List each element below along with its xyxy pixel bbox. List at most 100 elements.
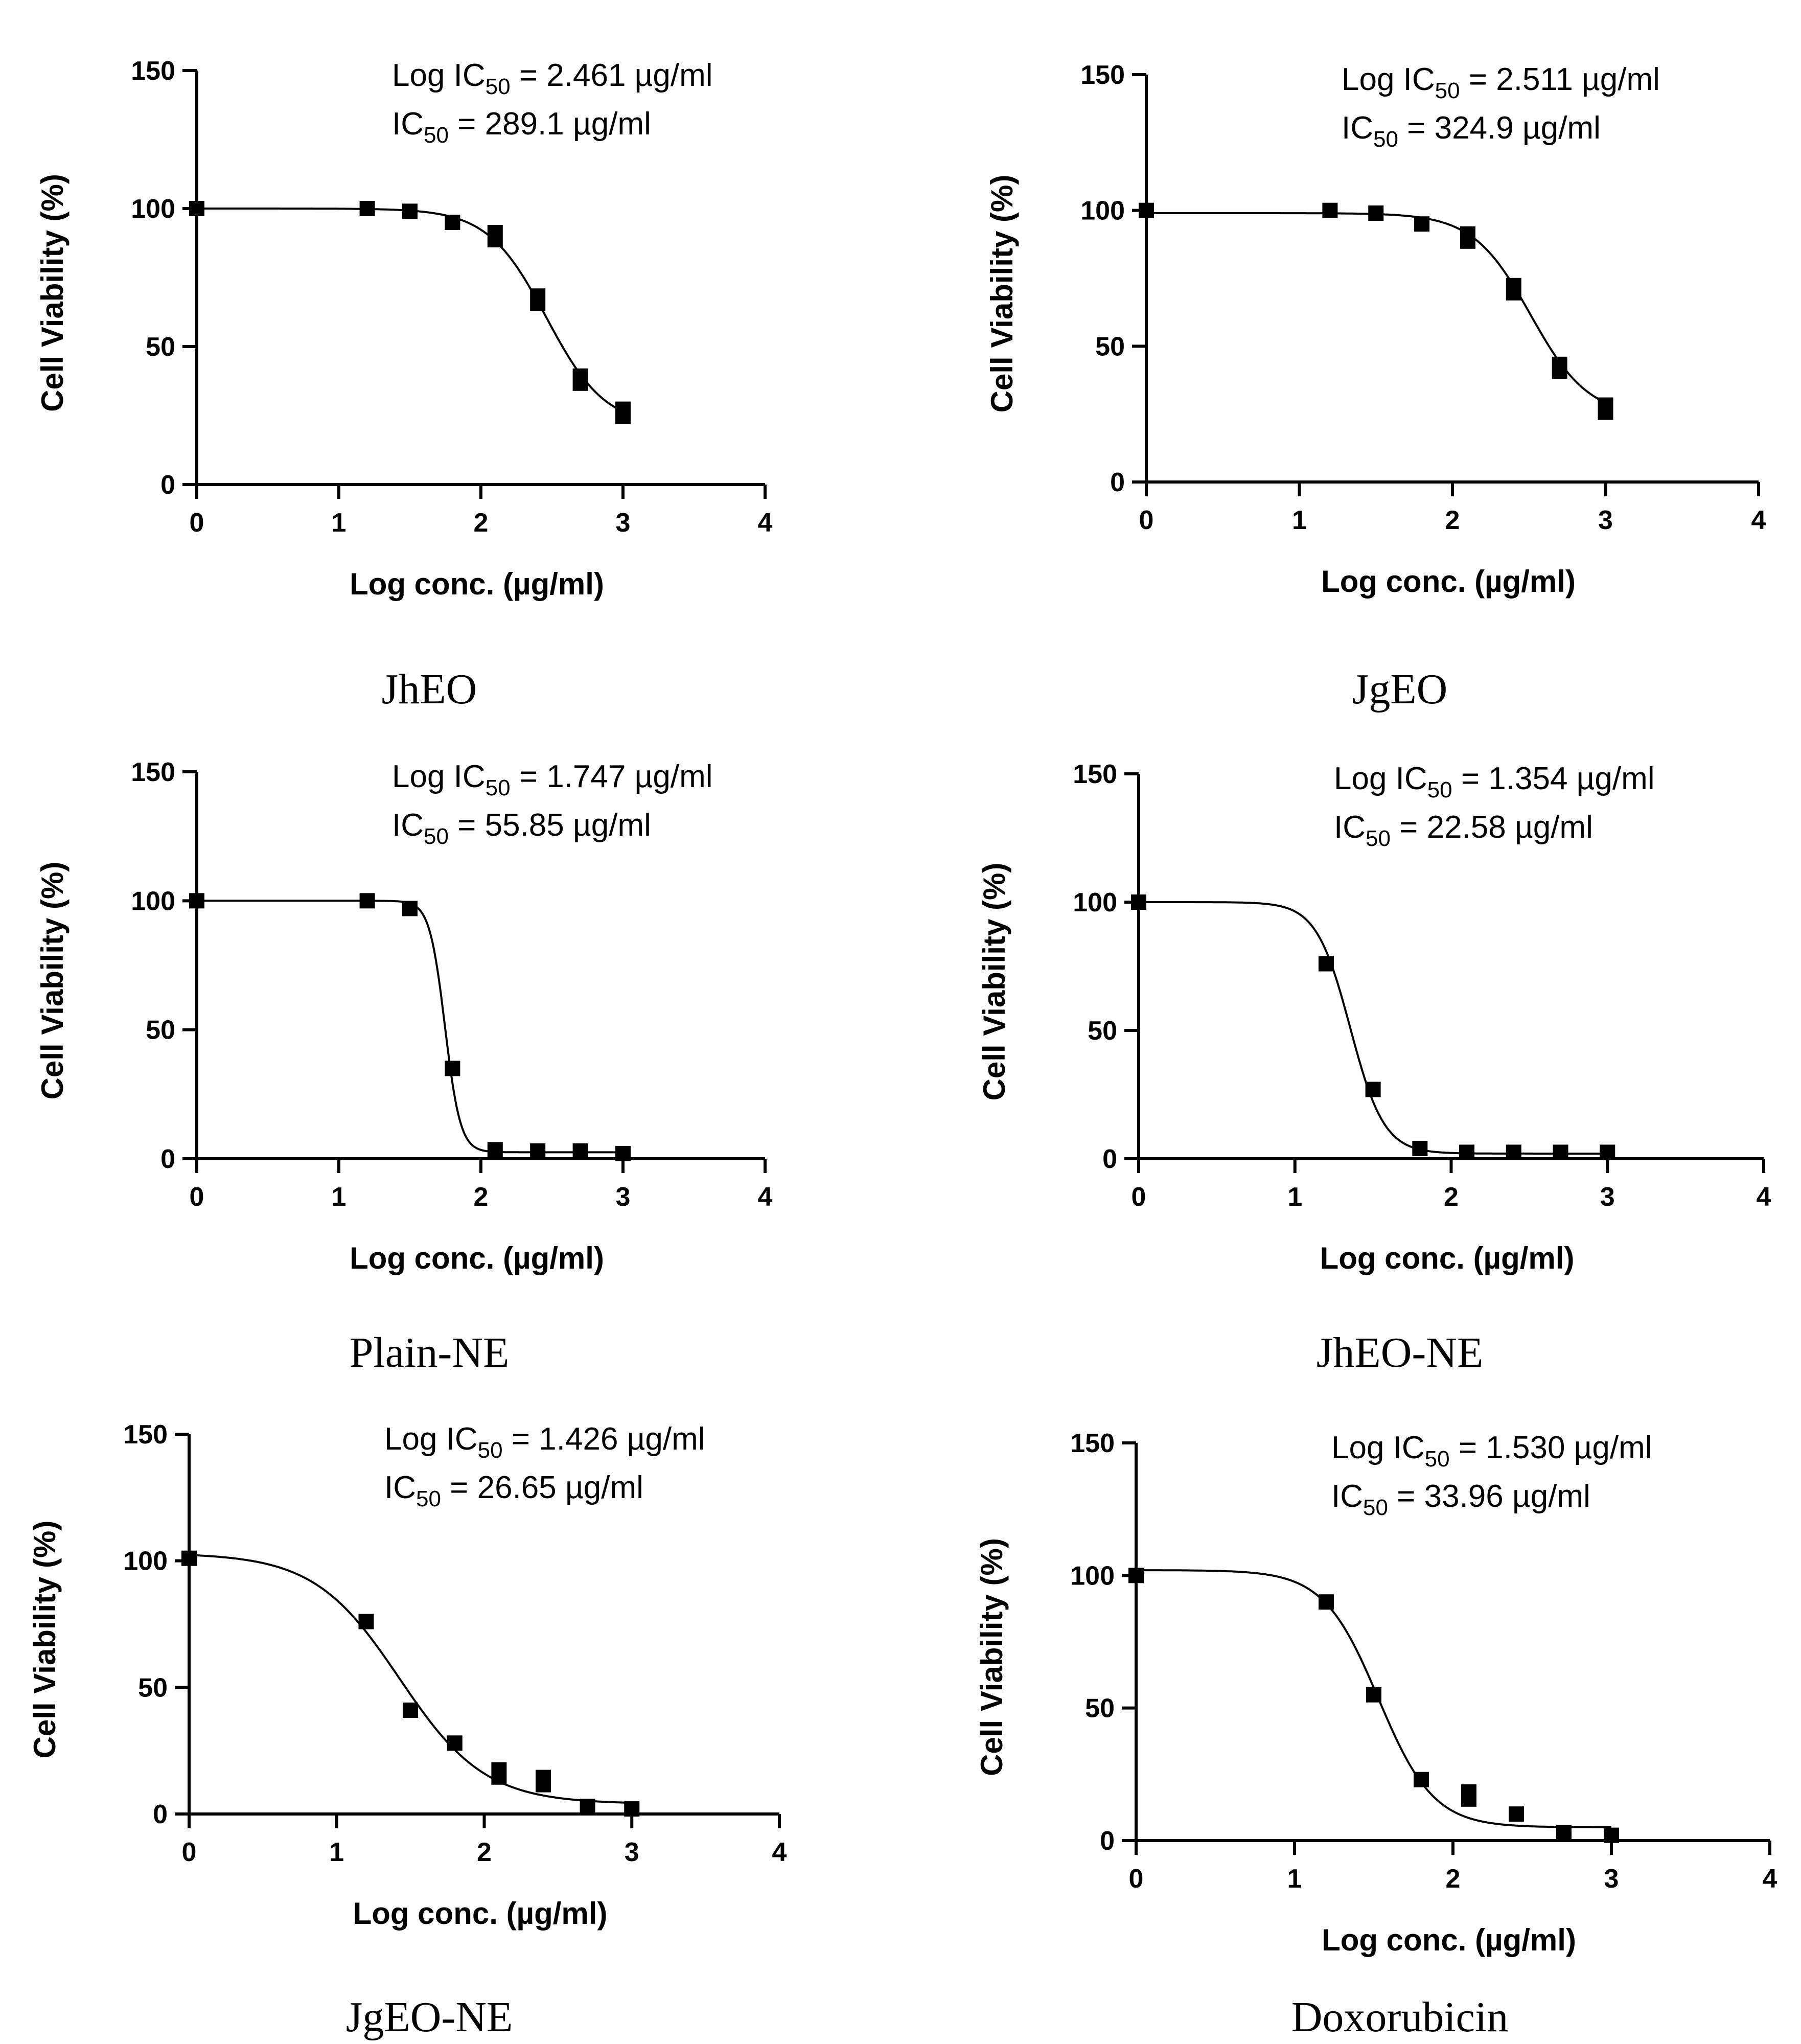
y-tick-label: 50 (146, 332, 175, 362)
y-tick-label: 50 (146, 1016, 175, 1045)
ic50-subscript: 50 (424, 824, 449, 849)
data-point (1460, 226, 1475, 249)
y-tick-label: 50 (138, 1673, 168, 1703)
log-ic50-subscript: 50 (478, 1438, 503, 1463)
ic50-annotation: IC50 = 55.85 µg/ml (392, 808, 651, 849)
data-point (189, 893, 204, 909)
x-tick-label: 4 (758, 1182, 773, 1212)
log-ic50-annotation: Log IC50 = 1.354 µg/ml (1334, 761, 1655, 802)
ic50-subscript: 50 (1373, 127, 1398, 152)
data-point (615, 1145, 631, 1161)
y-axis-label: Cell Viability (%) (28, 1521, 62, 1759)
log-ic50-annotation: Log IC50 = 1.426 µg/ml (384, 1421, 705, 1463)
data-point (1365, 1082, 1381, 1097)
y-tick-label: 150 (123, 1420, 168, 1450)
log-ic50-prefix: Log IC (392, 759, 486, 794)
data-point (487, 1142, 503, 1158)
x-tick-label: 3 (1604, 1864, 1619, 1894)
data-point (1322, 202, 1338, 218)
y-tick-label: 0 (153, 1800, 168, 1829)
data-point (1318, 956, 1334, 972)
y-tick-label: 100 (1080, 196, 1125, 226)
data-point (445, 1061, 460, 1076)
x-tick-label: 2 (1444, 1182, 1459, 1212)
ic50-value: = 55.85 µg/ml (449, 808, 651, 843)
x-tick-label: 2 (474, 508, 489, 538)
panel-caption: JgEO (1352, 665, 1448, 713)
log-ic50-subscript: 50 (1435, 78, 1460, 103)
log-ic50-prefix: Log IC (1342, 62, 1435, 97)
x-tick-label: 0 (182, 1838, 197, 1867)
x-tick-label: 3 (616, 1182, 631, 1212)
ic50-value: = 33.96 µg/ml (1388, 1479, 1590, 1514)
log-ic50-value: = 2.511 µg/ml (1460, 62, 1660, 97)
x-axis-label: Log conc. (µg/ml) (353, 1896, 608, 1931)
ic50-value: = 289.1 µg/ml (449, 106, 651, 142)
x-axis-label: Log conc. (µg/ml) (1322, 1923, 1576, 1957)
ic50-annotation: IC50 = 26.65 µg/ml (384, 1470, 643, 1511)
x-axis-label: Log conc. (µg/ml) (350, 1241, 604, 1275)
data-point (358, 1614, 374, 1629)
data-point (1553, 1144, 1568, 1160)
log-ic50-subscript: 50 (1427, 777, 1452, 802)
x-tick-label: 4 (758, 508, 773, 538)
y-tick-label: 0 (1100, 1826, 1115, 1856)
x-tick-label: 0 (1139, 506, 1154, 535)
x-tick-label: 4 (1757, 1182, 1771, 1212)
y-axis-label: Cell Viability (%) (35, 862, 70, 1100)
ic50-prefix: IC (384, 1470, 416, 1505)
ic50-prefix: IC (1331, 1479, 1363, 1514)
y-tick-label: 150 (131, 56, 175, 86)
y-tick-label: 0 (1110, 468, 1125, 497)
log-ic50-value: = 1.530 µg/ml (1450, 1430, 1652, 1465)
ic50-prefix: IC (1342, 110, 1373, 146)
data-point (1506, 278, 1521, 301)
data-point (1319, 1594, 1334, 1610)
data-point (1412, 1140, 1428, 1156)
x-tick-label: 1 (329, 1838, 344, 1867)
ic50-subscript: 50 (416, 1486, 441, 1511)
ic50-subscript: 50 (1363, 1495, 1388, 1520)
data-point (1459, 1144, 1475, 1160)
x-tick-label: 1 (332, 1182, 347, 1212)
data-point (530, 288, 546, 311)
data-point (1368, 205, 1384, 221)
ic50-prefix: IC (1334, 810, 1366, 845)
x-tick-label: 3 (625, 1838, 639, 1867)
x-tick-label: 3 (1598, 506, 1613, 535)
log-ic50-subscript: 50 (486, 775, 511, 800)
data-point (491, 1762, 507, 1785)
data-point (1414, 1772, 1429, 1787)
log-ic50-prefix: Log IC (392, 58, 486, 93)
ic50-subscript: 50 (1366, 826, 1391, 851)
y-tick-label: 0 (160, 1144, 175, 1174)
data-point (1509, 1806, 1524, 1822)
panel-caption: Plain-NE (349, 1329, 510, 1376)
data-point (624, 1801, 640, 1817)
y-tick-label: 100 (123, 1547, 168, 1576)
data-point (572, 368, 588, 391)
y-tick-label: 100 (131, 886, 175, 916)
data-point (181, 1550, 197, 1566)
y-tick-label: 150 (131, 757, 175, 787)
panel-caption: JgEO-NE (345, 1993, 513, 2041)
ic50-annotation: IC50 = 33.96 µg/ml (1331, 1479, 1590, 1520)
x-tick-label: 1 (1287, 1864, 1302, 1894)
y-tick-label: 150 (1080, 60, 1125, 90)
x-axis-label: Log conc. (µg/ml) (350, 567, 604, 601)
fit-curve (189, 1554, 632, 1804)
x-tick-label: 4 (772, 1838, 787, 1867)
x-axis-label: Log conc. (µg/ml) (1321, 564, 1576, 599)
log-ic50-subscript: 50 (1425, 1446, 1450, 1472)
y-tick-label: 50 (1085, 1694, 1115, 1724)
data-point (1604, 1827, 1619, 1843)
ic50-annotation: IC50 = 324.9 µg/ml (1342, 110, 1601, 152)
x-tick-label: 4 (1751, 506, 1766, 535)
y-axis-label: Cell Viability (%) (977, 863, 1011, 1101)
x-tick-label: 1 (1292, 506, 1307, 535)
log-ic50-annotation: Log IC50 = 1.530 µg/ml (1331, 1430, 1652, 1472)
